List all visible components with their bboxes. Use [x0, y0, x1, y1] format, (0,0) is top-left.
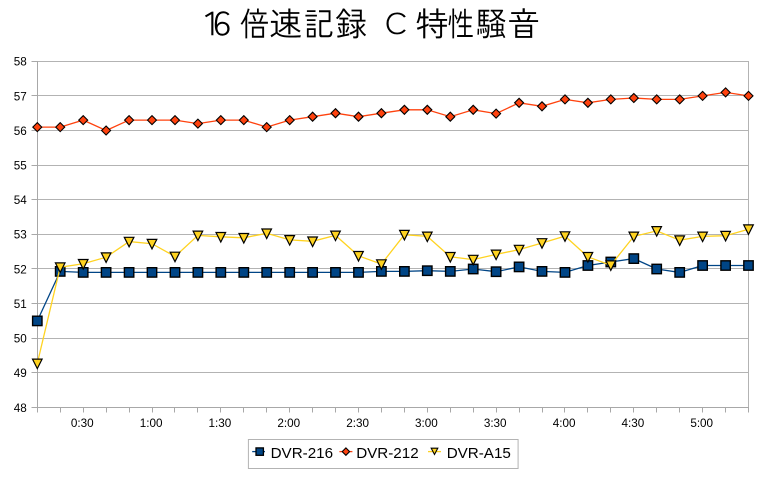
svg-text:4:00: 4:00: [553, 417, 576, 430]
svg-text:DVR-212: DVR-212: [356, 445, 418, 462]
svg-text:58: 58: [14, 56, 27, 69]
svg-text:5:00: 5:00: [690, 417, 713, 430]
svg-text:55: 55: [14, 160, 28, 173]
svg-text:48: 48: [14, 402, 27, 415]
svg-text:52: 52: [14, 263, 27, 276]
svg-text:50: 50: [14, 333, 28, 346]
svg-text:3:00: 3:00: [415, 417, 438, 430]
svg-text:1:30: 1:30: [209, 417, 232, 430]
svg-text:56: 56: [14, 125, 27, 138]
svg-text:0:30: 0:30: [71, 417, 94, 430]
svg-text:2:00: 2:00: [277, 417, 300, 430]
svg-text:DVR-A15: DVR-A15: [447, 445, 511, 462]
svg-text:53: 53: [14, 229, 27, 242]
svg-text:DVR-216: DVR-216: [271, 445, 333, 462]
svg-text:2:30: 2:30: [346, 417, 369, 430]
svg-text:51: 51: [14, 298, 27, 311]
svg-text:1:00: 1:00: [140, 417, 163, 430]
svg-text:54: 54: [14, 194, 28, 207]
svg-text:3:30: 3:30: [484, 417, 507, 430]
svg-text:49: 49: [14, 367, 27, 380]
svg-text:57: 57: [14, 90, 27, 103]
svg-text:4:30: 4:30: [622, 417, 645, 430]
